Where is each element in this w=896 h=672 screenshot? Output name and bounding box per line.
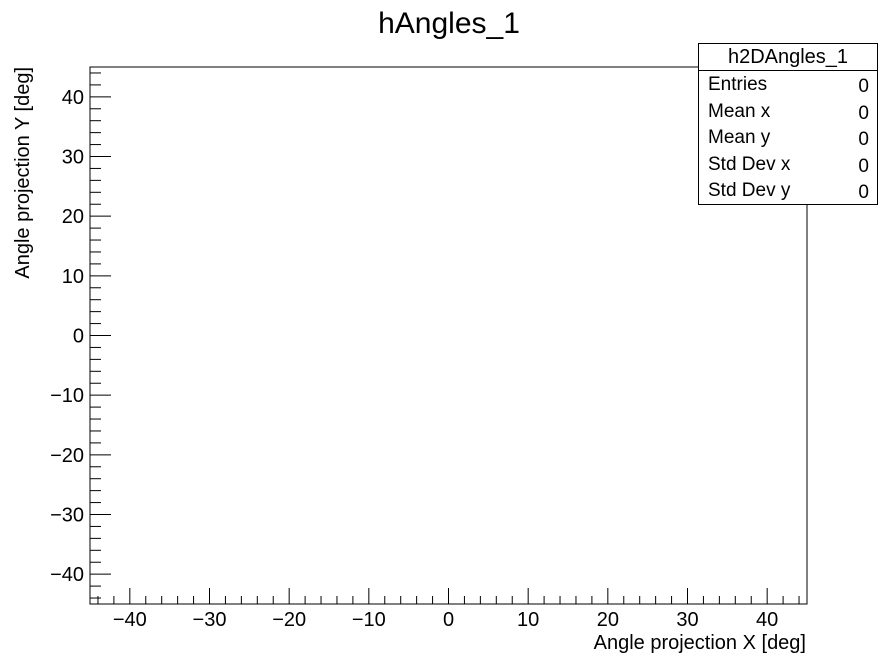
x-tick-label: 0 [443,609,454,631]
stats-label: Mean y [708,127,771,148]
stats-label: Entries [708,74,768,95]
y-tick-label: −20 [50,445,84,467]
x-axis: −40 −30 −20 −10 0 10 20 30 40 [97,588,800,631]
x-tick-label: −30 [193,609,227,631]
y-tick-label: 10 [62,266,84,288]
stats-box: h2DAngles_1 Entries 0 Mean x 0 Mean y 0 … [698,43,878,205]
stats-value: 0 [858,102,869,124]
stats-label: Std Dev x [708,153,791,175]
x-axis-label: Angle projection X [deg] [594,632,806,654]
x-tick-label: 20 [597,609,619,631]
y-tick-label: −40 [50,564,84,586]
stats-value: 0 [858,182,869,203]
stats-label: Mean x [708,100,771,122]
y-tick-label: 0 [73,326,84,348]
stats-value: 0 [858,155,869,177]
stats-row-mean-y: Mean y 0 [699,124,877,151]
x-tick-label: 10 [517,609,539,631]
y-axis-label: Angle projection Y [deg] [12,67,34,279]
stats-row-mean-x: Mean x 0 [699,98,877,125]
stats-row-entries: Entries 0 [699,71,877,98]
stats-row-std-dev-y: Std Dev y 0 [699,177,877,204]
y-tick-label: −10 [50,385,84,407]
x-tick-label: −20 [272,609,306,631]
x-tick-label: 40 [756,609,778,631]
y-tick-label: 30 [62,147,84,169]
x-tick-label: −40 [113,609,147,631]
y-axis: −40 −30 −20 −10 0 10 20 30 40 [50,72,111,599]
stats-value: 0 [858,129,869,150]
x-tick-label: −10 [352,609,386,631]
y-tick-label: 40 [62,87,84,109]
stats-label: Std Dev y [708,180,791,201]
chart-title: hAngles_1 [378,7,520,40]
y-tick-label: −30 [50,505,84,527]
stats-title: h2DAngles_1 [699,44,877,71]
stats-row-std-dev-x: Std Dev x 0 [699,151,877,178]
y-tick-label: 20 [62,206,84,228]
x-tick-label: 30 [676,609,698,631]
stats-value: 0 [858,76,869,97]
